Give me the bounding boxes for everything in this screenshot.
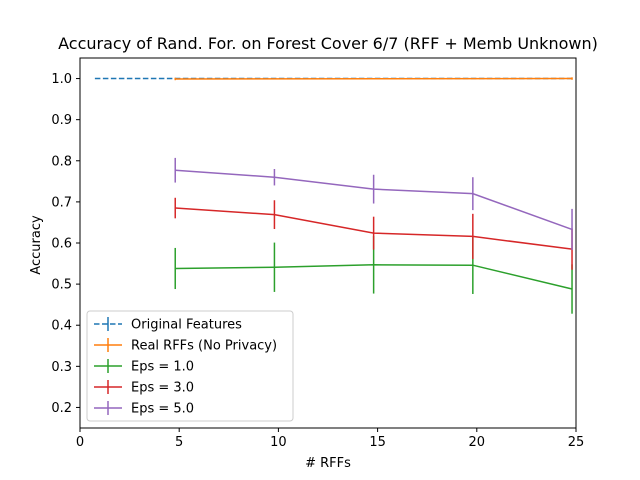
plot-area	[94, 77, 573, 314]
series-eps-5-0	[174, 157, 573, 250]
x-tick-label: 25	[568, 435, 585, 450]
x-tick-label: 15	[369, 435, 386, 450]
y-axis-label: Accuracy	[29, 215, 44, 275]
y-tick-label: 0.7	[51, 195, 72, 210]
x-axis-label: # RFFs	[305, 456, 351, 471]
series-eps-1-0	[174, 236, 573, 314]
legend-label: Real RFFs (No Privacy)	[131, 339, 277, 354]
x-tick-label: 20	[469, 435, 486, 450]
y-tick-label: 1.0	[51, 72, 72, 87]
y-tick-label: 0.8	[51, 154, 72, 169]
x-tick-label: 5	[175, 435, 183, 450]
legend-label: Eps = 5.0	[131, 402, 194, 417]
legend: Original Features Real RFFs (No Privacy) E…	[86, 310, 294, 422]
legend-label: Original Features	[131, 318, 242, 333]
legend-label: Eps = 3.0	[131, 381, 194, 396]
y-tick-label: 0.4	[51, 319, 72, 334]
y-tick-label: 0.6	[51, 237, 72, 252]
legend-box	[86, 310, 294, 422]
y-tick-label: 0.2	[51, 401, 72, 416]
y-tick-label: 0.3	[51, 360, 72, 375]
x-tick-label: 10	[270, 435, 287, 450]
axis-ticks: 0 5 10 15 20 25 0.2 0.3 0.4 0.5 0.6 0.7 0.8 0.9 1.0	[51, 72, 584, 450]
series-real-rffs-no-privacy	[174, 77, 573, 81]
chart-title: Accuracy of Rand. For. on Forest Cover 6…	[58, 34, 598, 53]
x-tick-label: 0	[76, 435, 84, 450]
y-tick-label: 0.5	[51, 278, 72, 293]
legend-label: Eps = 1.0	[131, 360, 194, 375]
y-tick-label: 0.9	[51, 113, 72, 128]
